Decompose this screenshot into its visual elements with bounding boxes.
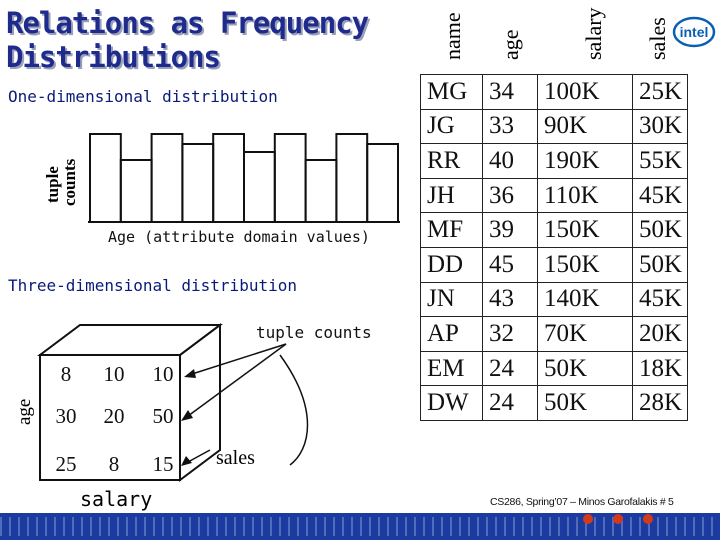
table-cell-name: MG (420, 74, 483, 110)
cube-cell-r1c2: 10 (103, 362, 125, 386)
cube-cell-r3c3: 15 (152, 452, 174, 476)
table-row: DD 45 150K 50K (420, 246, 688, 283)
footer-bar (0, 513, 720, 540)
cube-salary-label: salary (80, 487, 153, 511)
histogram-ylabel-line2: counts (60, 158, 79, 206)
column-header-sales: sales (645, 17, 670, 60)
table-cell-salary: 50K (537, 350, 633, 387)
table-cell-sales: 50K (632, 212, 688, 248)
tuple-counts-label: tuple counts (256, 323, 372, 342)
relation-table: MG 34 100K 25K JG 33 90K 30K RR 40 190K 55K JH 36 110K… (420, 74, 688, 421)
table-cell-age: 33 (482, 108, 538, 145)
slide-title: Relations as Frequency Distributions (6, 6, 369, 74)
cube-sales-label: sales (216, 447, 255, 469)
logo-text: intel (680, 24, 709, 40)
histogram-bar (304, 159, 338, 223)
three-dim-heading: Three-dimensional distribution (8, 276, 297, 295)
table-row: AP 32 70K 20K (420, 316, 688, 352)
histogram-bar (119, 159, 153, 223)
table-cell-name: AP (420, 316, 483, 352)
table-cell-age: 24 (482, 350, 538, 387)
table-cell-age: 32 (482, 316, 538, 352)
table-cell-age: 36 (482, 177, 538, 214)
table-row: EM 24 50K 18K (420, 350, 688, 387)
table-row: RR 40 190K 55K (420, 143, 688, 179)
cube-cell-r1c1: 8 (60, 362, 72, 386)
table-cell-age: 40 (482, 143, 538, 179)
age-histogram (88, 133, 400, 223)
one-dim-heading: One-dimensional distribution (8, 87, 278, 106)
cube-cell-r1c3: 10 (152, 362, 174, 386)
table-cell-sales: 18K (632, 350, 688, 387)
cube-cell-r2c3: 50 (152, 404, 174, 428)
histogram-bar (366, 143, 400, 223)
table-cell-salary: 150K (537, 212, 633, 248)
table-cell-sales: 55K (632, 143, 688, 179)
table-cell-sales: 45K (632, 177, 688, 214)
data-cube (37, 323, 309, 482)
table-row: JG 33 90K 30K (420, 108, 688, 145)
table-row: MF 39 150K 50K (420, 212, 688, 248)
cube-cell-r2c2: 20 (103, 404, 125, 428)
table-cell-age: 34 (482, 74, 538, 110)
table-row: JN 43 140K 45K (420, 281, 688, 318)
column-header-salary: salary (581, 7, 606, 60)
table-cell-sales: 50K (632, 246, 688, 283)
table-cell-age: 24 (482, 385, 538, 421)
cube-cell-r3c2: 8 (108, 452, 120, 476)
column-header-age: age (498, 29, 523, 60)
table-cell-name: DD (420, 246, 483, 283)
histogram-bar (335, 133, 369, 223)
histogram-bar (150, 133, 184, 223)
table-cell-name: JH (420, 177, 483, 214)
table-cell-name: DW (420, 385, 483, 421)
table-cell-salary: 50K (537, 385, 633, 421)
table-cell-salary: 90K (537, 108, 633, 145)
table-cell-name: JG (420, 108, 483, 145)
histogram-bar (243, 151, 276, 223)
cube-age-label: age (14, 398, 35, 425)
histogram-bar (181, 143, 215, 223)
intel-logo: intel (672, 12, 716, 52)
table-cell-age: 43 (482, 281, 538, 318)
histogram-xlabel: Age (attribute domain values) (108, 228, 370, 246)
cube-cell-r2c1: 30 (55, 404, 77, 428)
table-cell-age: 45 (482, 246, 538, 283)
histogram-bar (273, 133, 307, 223)
footer-dot-1 (583, 514, 593, 524)
table-cell-name: RR (420, 143, 483, 179)
table-cell-salary: 140K (537, 281, 633, 318)
footer-dot-3 (643, 514, 653, 524)
histogram-bar (212, 133, 245, 223)
footer-dot-2 (613, 514, 623, 524)
table-cell-sales: 20K (632, 316, 688, 352)
table-cell-salary: 110K (537, 177, 633, 214)
table-cell-sales: 45K (632, 281, 688, 318)
table-cell-salary: 150K (537, 246, 633, 283)
table-cell-age: 39 (482, 212, 538, 248)
histogram-bar (89, 133, 122, 223)
table-row: DW 24 50K 28K (420, 385, 688, 421)
table-cell-sales: 28K (632, 385, 688, 421)
table-row: JH 36 110K 45K (420, 177, 688, 214)
table-cell-salary: 100K (537, 74, 633, 110)
footer-text: CS286, Spring’07 – Minos Garofalakis # 5 (490, 496, 674, 508)
table-row: MG 34 100K 25K (420, 74, 688, 110)
cube-cell-r3c1: 25 (55, 452, 77, 476)
table-cell-salary: 70K (537, 316, 633, 352)
table-cell-salary: 190K (537, 143, 633, 179)
table-cell-sales: 25K (632, 74, 688, 110)
table-cell-sales: 30K (632, 108, 688, 145)
table-cell-name: MF (420, 212, 483, 248)
column-header-name: name (440, 12, 465, 60)
